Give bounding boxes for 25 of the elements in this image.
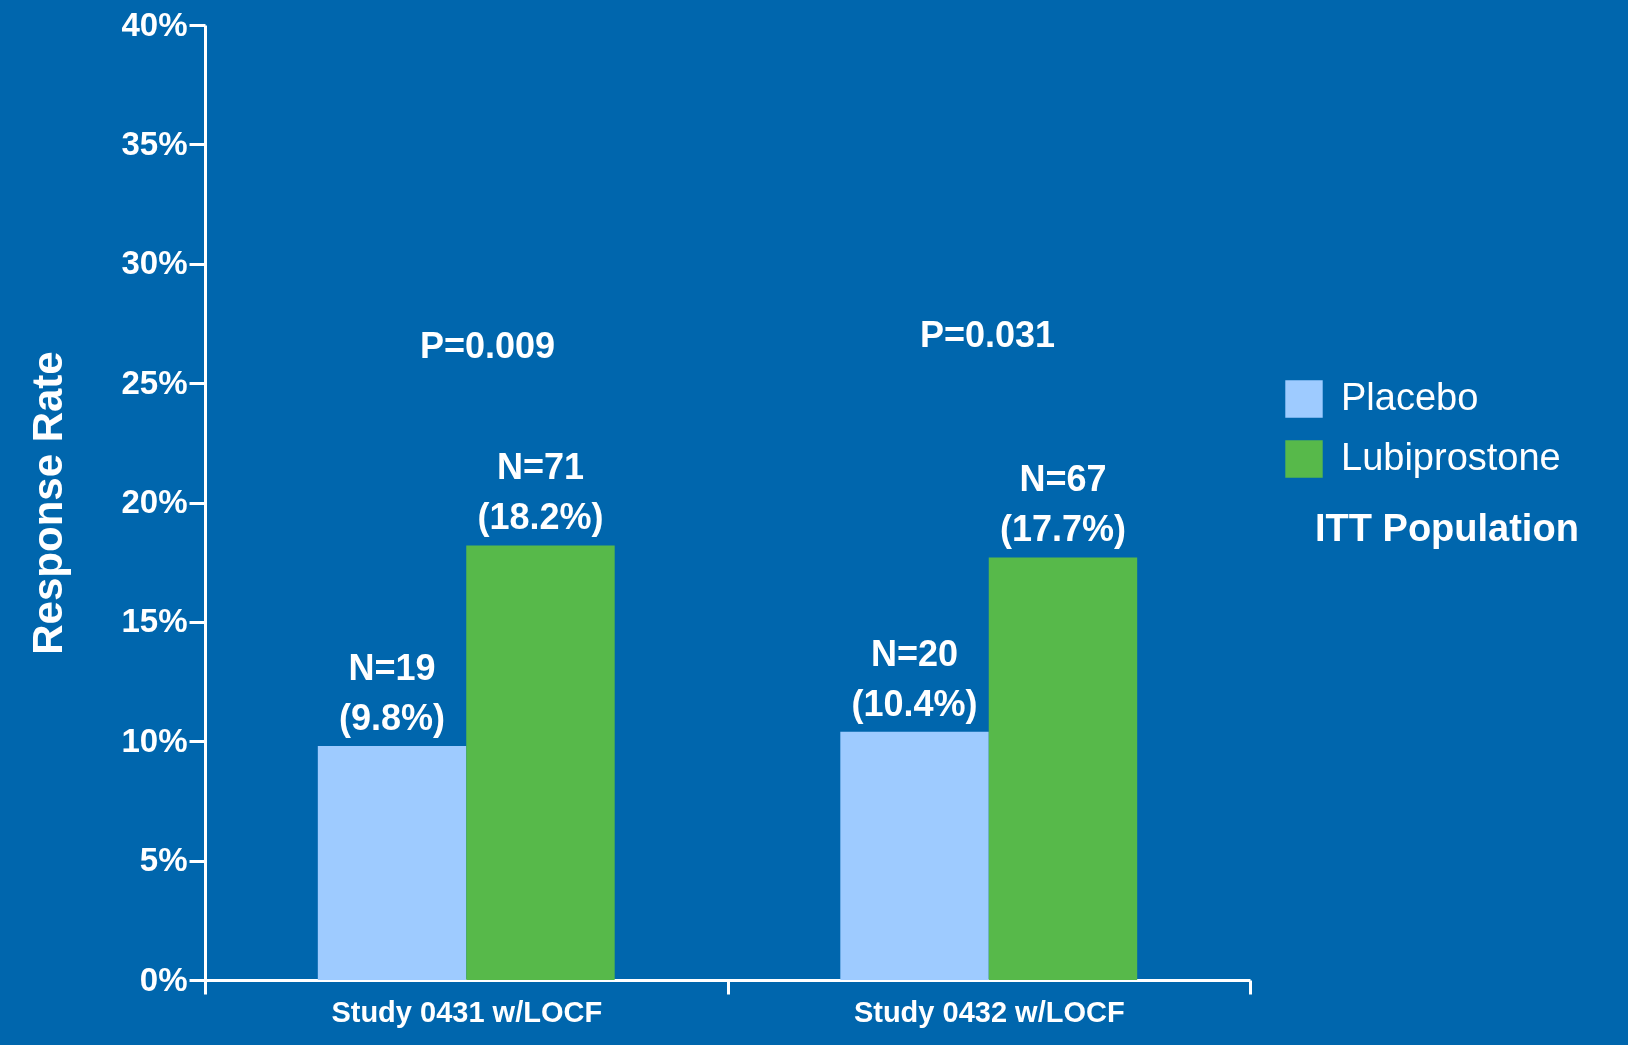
data-label: N=19 (9.8%) — [339, 647, 446, 739]
y-tick-label: 10% — [121, 721, 188, 759]
y-tick-label: 25% — [121, 363, 188, 401]
y-tick-label: 0% — [139, 960, 188, 998]
y-tick-label: 15% — [121, 602, 188, 640]
bar — [988, 557, 1138, 980]
y-axis-title: Response Rate — [24, 351, 72, 655]
y-tick-label: 30% — [121, 244, 188, 282]
legend-label: Lubiprostone — [1341, 436, 1561, 478]
y-tick-label: 35% — [121, 124, 188, 162]
y-tick-label: 20% — [121, 483, 188, 520]
text: ITT Population — [1315, 507, 1579, 549]
y-tick-label: 40% — [121, 5, 188, 43]
data-label: N=20 (10.4%) — [851, 632, 978, 724]
x-tick-label: Study 0431 w/LOCF — [331, 995, 603, 1028]
data-label: N=71 (18.2%) — [477, 446, 604, 538]
bar — [466, 545, 615, 980]
legend-label: Placebo — [1341, 376, 1479, 418]
annotation: P=0.031 — [920, 314, 1056, 355]
annotation: P=0.009 — [420, 325, 556, 366]
bar — [840, 731, 989, 980]
x-tick-label: Study 0432 w/LOCF — [853, 995, 1125, 1028]
bar — [317, 746, 467, 980]
data-label: N=67 (17.7%) — [999, 458, 1126, 550]
y-tick-label: 5% — [139, 841, 188, 879]
